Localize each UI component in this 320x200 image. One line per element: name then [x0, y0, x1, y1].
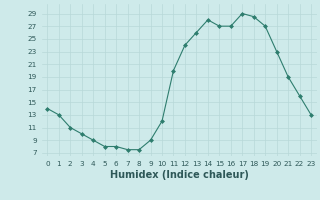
X-axis label: Humidex (Indice chaleur): Humidex (Indice chaleur) [110, 170, 249, 180]
